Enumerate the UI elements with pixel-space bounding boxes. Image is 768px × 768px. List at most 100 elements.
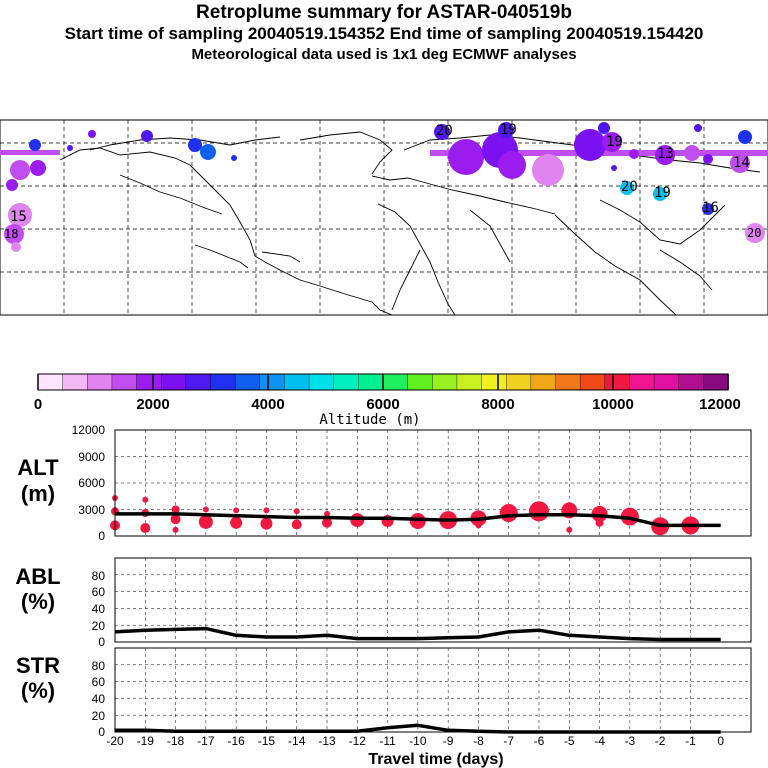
alt-frame	[114, 429, 752, 537]
colorbar-tick-label: 4000	[251, 396, 284, 413]
plume-marker	[498, 151, 526, 179]
alt-bubble	[202, 506, 209, 513]
x-tick-label: -14	[288, 734, 306, 748]
plume-marker	[598, 122, 610, 134]
colorbar-swatch	[555, 373, 581, 391]
colorbar-swatch	[481, 373, 507, 391]
str-gridlines	[115, 648, 751, 732]
alt-bubble	[475, 522, 482, 529]
plume-marker	[188, 138, 202, 152]
x-tick-label: -16	[227, 734, 245, 748]
plume-band	[0, 150, 60, 155]
x-tick-label: -4	[594, 734, 605, 748]
plume-marker	[4, 224, 24, 244]
x-tick-label: -9	[443, 734, 454, 748]
alt-bubble	[591, 505, 608, 522]
x-tick-label: -20	[106, 734, 124, 748]
alt-y-tick-label: 6000	[78, 476, 105, 490]
colorbar-swatch	[506, 373, 532, 391]
alt-bubble	[350, 513, 365, 528]
map-graticule	[0, 120, 768, 315]
plume-marker	[602, 132, 622, 152]
str-y-tick-label: 60	[92, 675, 106, 689]
alt-panel: ALT (m) 12000 9000 6000 3000 0	[17, 423, 752, 543]
plume-marker	[434, 124, 450, 140]
plume-marker	[702, 203, 714, 215]
abl-y-tick-label: 0	[98, 635, 105, 649]
x-tick-label: -19	[137, 734, 155, 748]
x-tick-label: -15	[258, 734, 276, 748]
plume-marker	[611, 165, 617, 171]
colorbar-swatch	[136, 373, 162, 391]
x-tick-label: -8	[473, 734, 484, 748]
alt-series	[115, 512, 721, 528]
colorbar-swatch	[111, 373, 138, 391]
plume-marker	[629, 149, 639, 159]
map-day-label: 15	[10, 209, 27, 225]
x-axis-title: Travel time (days)	[368, 751, 503, 768]
abl-y-tick-label: 60	[92, 585, 106, 599]
alt-bubble	[291, 519, 302, 530]
colorbar-swatches	[37, 373, 729, 391]
colorbar-tick-label: 0	[34, 396, 42, 413]
x-tick-labels: -20 -19 -18 -17 -16 -15 -14 -13 -12 -11 -10 -9 -8 -7-…	[106, 734, 724, 748]
alt-bubble	[170, 514, 181, 525]
alt-gridlines	[115, 430, 751, 536]
map-day-label: 20	[747, 226, 761, 240]
abl-y-tick-label: 80	[92, 569, 106, 583]
colorbar-swatch	[432, 373, 458, 391]
plume-marker	[703, 154, 713, 164]
abl-panel-title: ABL	[15, 564, 60, 589]
alt-bubble	[233, 507, 240, 514]
alt-y-tick-labels: 12000 9000 6000 3000 0	[72, 423, 106, 543]
x-tick-label: -2	[655, 734, 666, 748]
colorbar-swatch	[210, 373, 236, 391]
x-tick-label: -3	[625, 734, 636, 748]
colorbar-title: Altitude (m)	[319, 412, 420, 428]
colorbar-swatch	[456, 373, 483, 391]
alt-bubble	[172, 526, 179, 533]
abl-y-tick-label: 40	[92, 602, 106, 616]
alt-panel-units: (m)	[21, 481, 55, 506]
str-panel: STR (%) 80 60 40 20 0 -20 -19 -18 -17 -16 -15…	[16, 647, 752, 768]
str-panel-units: (%)	[21, 678, 55, 703]
colorbar-swatch	[161, 373, 187, 391]
abl-panel: ABL (%) 80 60 40 20 0	[15, 557, 752, 649]
alt-bubble	[263, 507, 270, 514]
colorbar-swatch	[579, 373, 606, 391]
plume-marker	[653, 187, 667, 201]
plume-marker	[745, 223, 765, 243]
altitude-colorbar: 0 2000 4000 6000 8000 10000 12000 Altitu…	[34, 373, 741, 428]
colorbar-swatch	[259, 373, 286, 391]
alt-bubble	[198, 514, 213, 529]
alt-bubble	[324, 510, 330, 517]
colorbar-tick-label: 8000	[481, 396, 514, 413]
colorbar-tick-label: 12000	[699, 396, 741, 413]
x-tick-label: -12	[349, 734, 367, 748]
colorbar-swatch	[407, 373, 433, 391]
colorbar-major-ticks	[37, 374, 729, 390]
x-tick-label: -18	[167, 734, 185, 748]
alt-y-tick-label: 9000	[78, 450, 105, 464]
x-tick-label: -7	[503, 734, 514, 748]
plume-marker	[498, 122, 514, 138]
plume-marker	[29, 139, 41, 151]
alt-bubble	[499, 504, 518, 523]
plume-marker	[448, 139, 484, 175]
x-tick-label: -6	[534, 734, 545, 748]
str-frame	[114, 647, 752, 733]
map-day-label: 19	[654, 185, 671, 201]
colorbar-swatch	[185, 373, 212, 391]
map-day-label: 18	[4, 227, 18, 241]
colorbar-swatch	[653, 373, 680, 391]
alt-bubble	[595, 518, 604, 527]
map-day-label: 13	[657, 146, 674, 162]
x-tick-label: -1	[685, 734, 696, 748]
map-day-label: 14	[733, 155, 750, 171]
str-y-tick-labels: 80 60 40 20 0	[92, 659, 106, 739]
plume-marker	[730, 153, 750, 173]
alt-line	[115, 512, 721, 528]
colorbar-tick-labels: 0 2000 4000 6000 8000 10000 12000	[34, 396, 741, 413]
alt-panel-title: ALT	[17, 455, 59, 480]
colorbar-swatch	[284, 373, 310, 391]
